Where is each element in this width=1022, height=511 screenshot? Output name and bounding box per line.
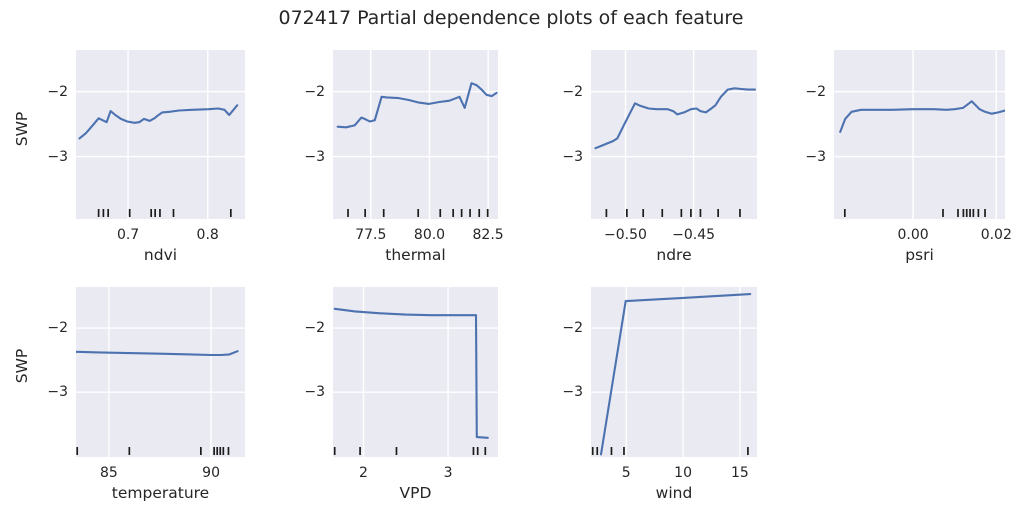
subplot-wind-axes	[591, 287, 757, 457]
x-axis-label-wind: wind	[655, 484, 693, 502]
x-axis-label-thermal: thermal	[385, 246, 446, 264]
y-tick-label: −3	[304, 384, 325, 401]
y-axis-label: SWP	[13, 348, 31, 384]
subplot-ndvi-axes	[76, 50, 245, 219]
x-tick-label: 5	[621, 465, 631, 481]
subplot-ndre-axes	[591, 50, 757, 219]
subplot-VPD-canvas	[333, 287, 498, 457]
subplot-VPD-axes	[333, 287, 498, 457]
x-axis-label-psri: psri	[905, 246, 934, 264]
y-tick-label: −2	[562, 320, 583, 337]
x-axis-label-ndre: ndre	[656, 246, 692, 264]
y-tick-label: −3	[562, 384, 583, 401]
subplot-thermal-canvas	[333, 50, 498, 219]
x-tick-label: 82.5	[472, 227, 504, 243]
x-axis-label-temperature: temperature	[111, 484, 210, 502]
y-tick-label: −2	[304, 83, 325, 100]
subplot-psri-canvas	[834, 50, 1005, 219]
x-tick-label: 90	[202, 465, 220, 481]
x-tick-label: 77.5	[355, 227, 387, 243]
pdp-line-psri	[839, 100, 1005, 133]
y-tick-label: −2	[47, 83, 68, 100]
y-tick-label: −3	[562, 148, 583, 165]
x-tick-label: 85	[99, 465, 118, 481]
subplot-thermal-axes	[333, 50, 498, 219]
pdp-line-ndre	[594, 87, 757, 150]
subplot-wind-canvas	[591, 287, 757, 457]
pdp-line-ndvi	[78, 104, 239, 140]
subplot-temperature-axes	[76, 287, 245, 457]
subplot-ndre-canvas	[591, 50, 757, 219]
x-tick-label: 15	[730, 465, 749, 481]
x-tick-label: −0.45	[672, 227, 716, 243]
y-tick-label: −3	[47, 384, 68, 401]
y-tick-label: −3	[805, 148, 826, 165]
y-tick-label: −2	[562, 83, 583, 100]
subplot-ndvi-canvas	[76, 50, 245, 219]
pdp-line-thermal	[336, 82, 498, 129]
x-tick-label: 0.8	[196, 227, 219, 243]
y-tick-label: −3	[47, 148, 68, 165]
x-tick-label: 0.7	[116, 227, 140, 243]
pdp-line-temperature	[76, 350, 239, 357]
pdp-line-VPD	[333, 307, 489, 439]
x-tick-label: 2	[359, 465, 368, 481]
y-tick-label: −2	[304, 320, 325, 337]
y-tick-label: −2	[805, 83, 826, 100]
x-tick-label: −0.50	[604, 227, 647, 243]
x-axis-label-ndvi: ndvi	[143, 246, 178, 264]
x-tick-label: 10	[674, 465, 692, 481]
x-tick-label: 3	[443, 465, 453, 481]
subplot-temperature-canvas	[76, 287, 245, 457]
pdp-line-wind	[599, 293, 752, 456]
y-axis-label: SWP	[13, 111, 31, 146]
x-axis-label-VPD: VPD	[399, 484, 432, 502]
x-tick-label: 0.02	[980, 227, 1012, 243]
figure-title: 072417 Partial dependence plots of each …	[278, 7, 744, 29]
x-tick-label: 0.00	[897, 227, 929, 243]
x-tick-label: 80.0	[413, 227, 446, 243]
y-tick-label: −3	[304, 148, 325, 165]
y-tick-label: −2	[47, 320, 68, 337]
subplot-psri-axes	[834, 50, 1005, 219]
